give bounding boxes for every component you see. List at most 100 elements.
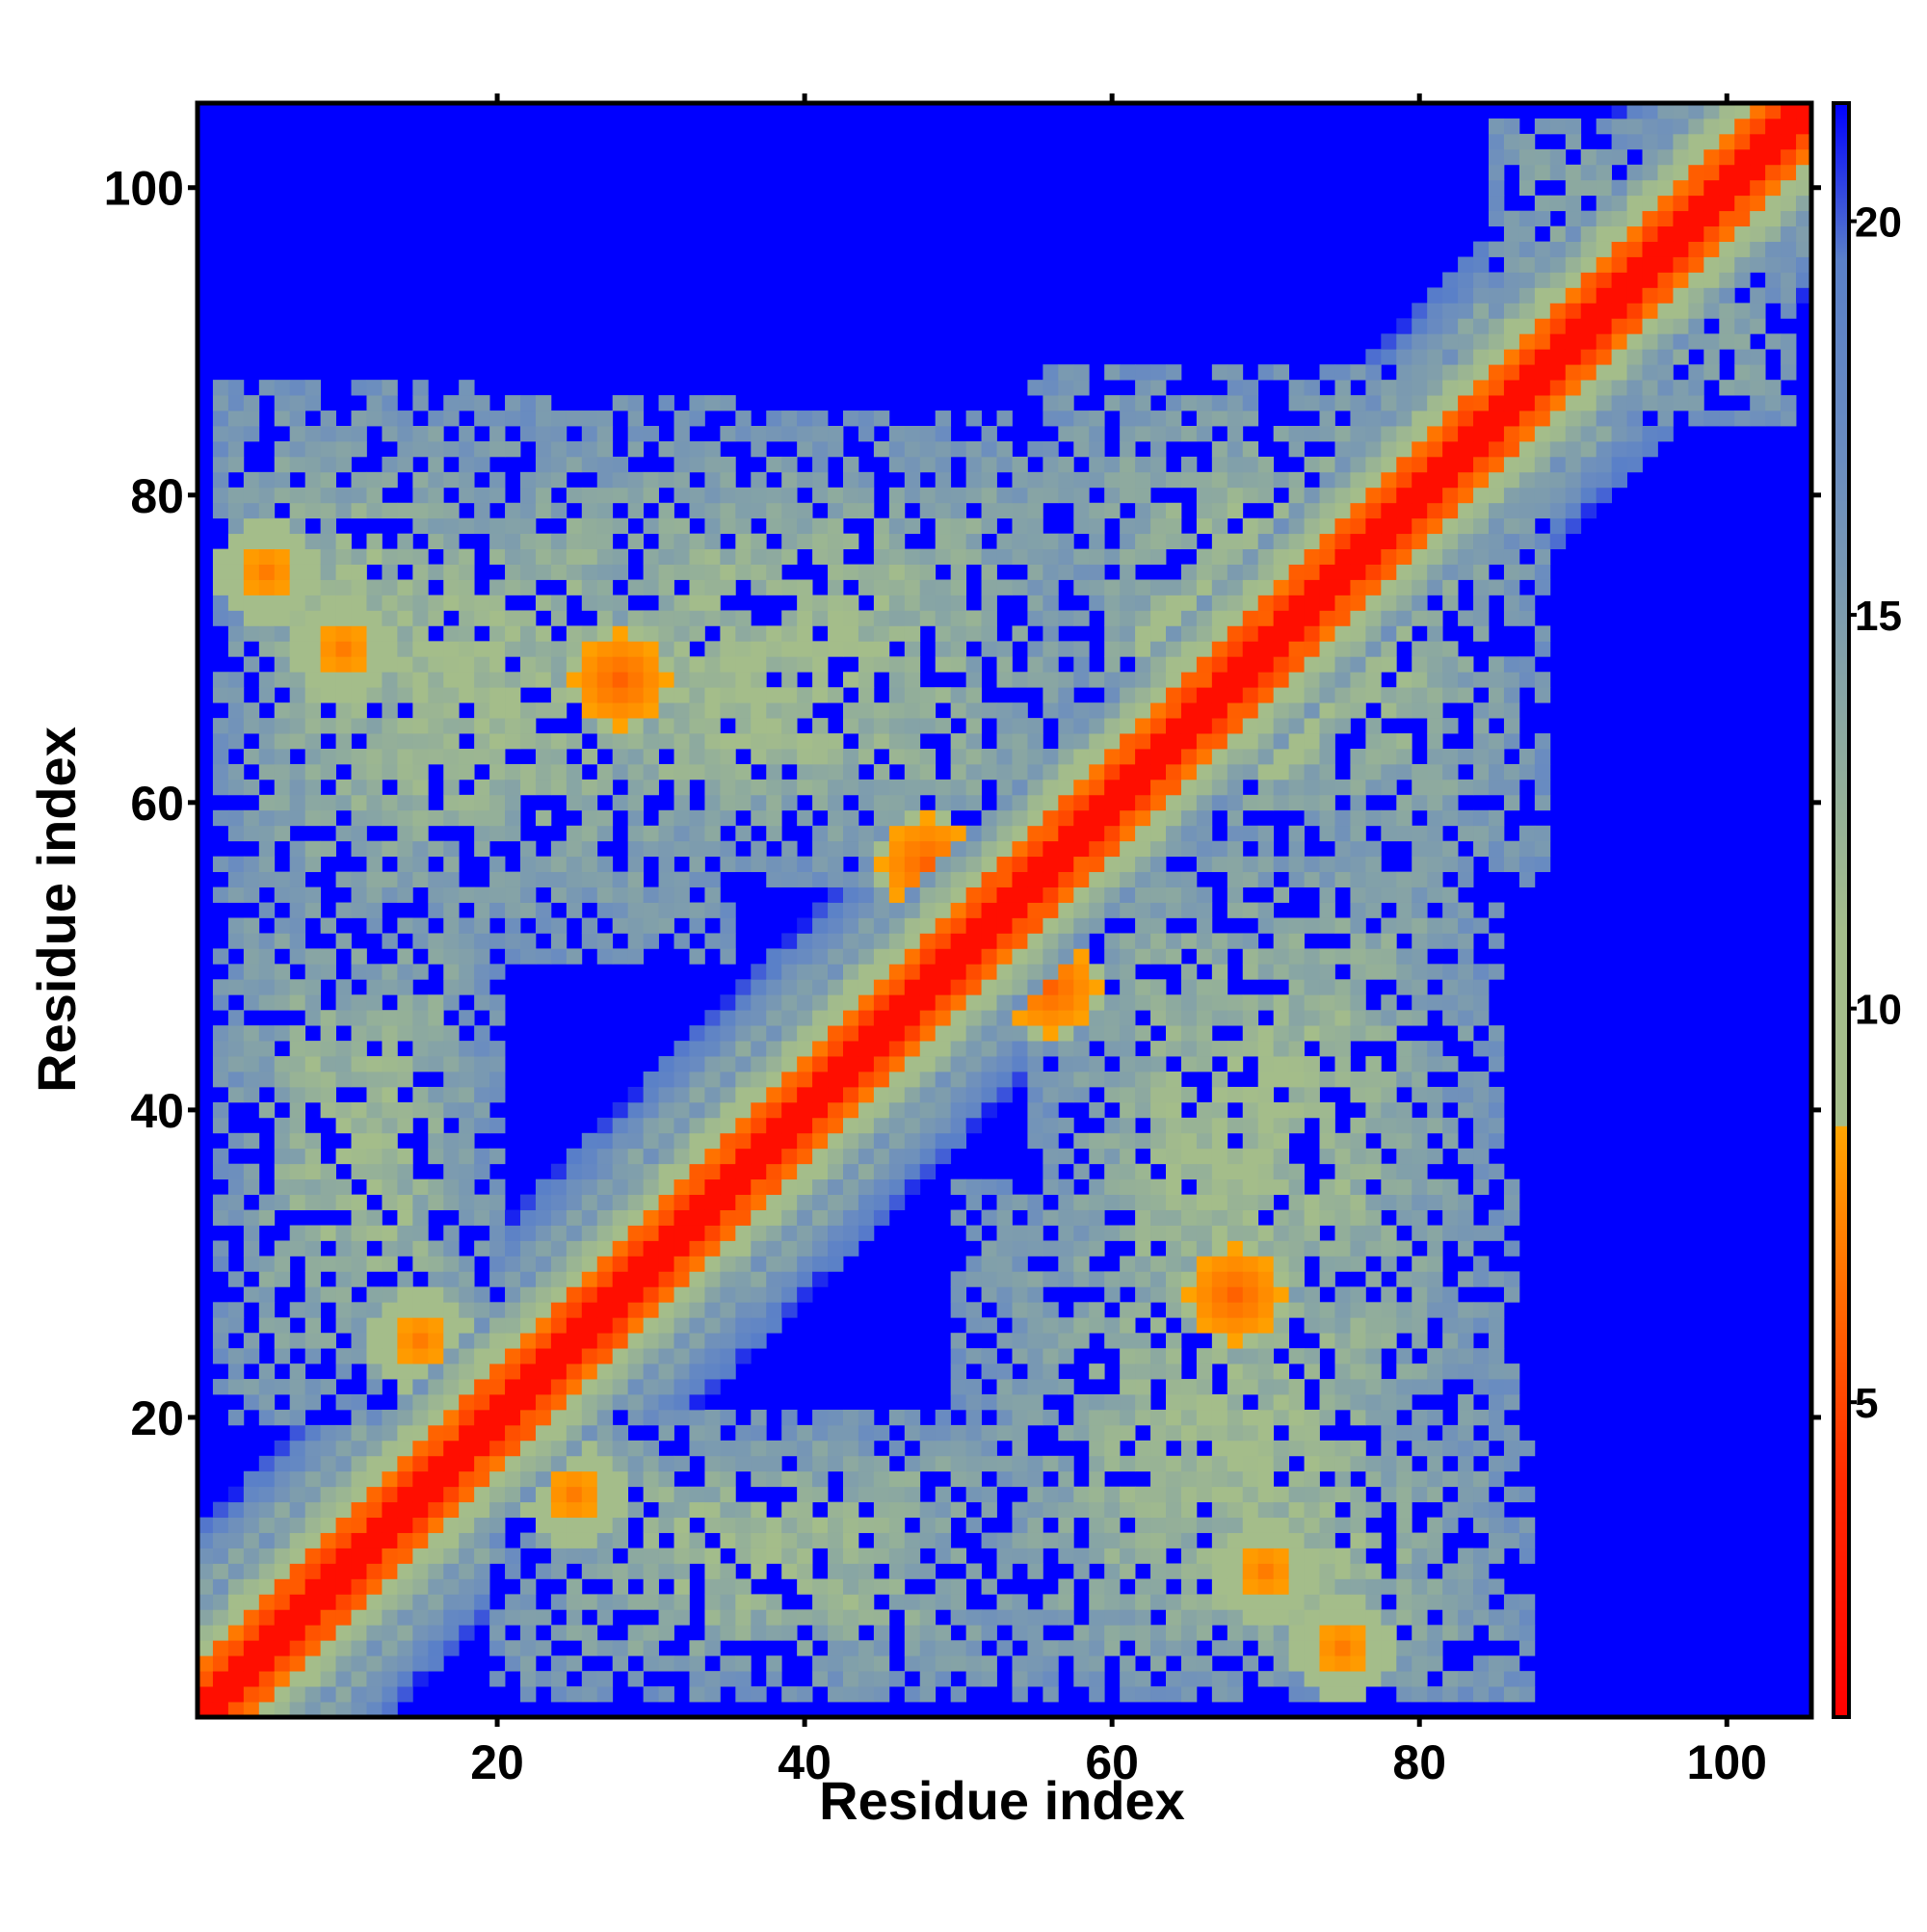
heatmap-cell [950,964,967,980]
heatmap-cell [673,1486,690,1503]
heatmap-cell [1350,1256,1366,1272]
heatmap-cell [520,395,537,411]
heatmap-cell [888,733,906,750]
heatmap-cell [996,994,1013,1011]
heatmap-cell [596,1440,614,1457]
heatmap-cell [1319,1117,1335,1134]
heatmap-cell [1196,1470,1213,1488]
heatmap-cell [1257,656,1275,673]
heatmap-cell [1319,1409,1335,1426]
heatmap-cell [1166,1178,1182,1196]
heatmap-cell [412,1101,429,1119]
heatmap-cell [1043,702,1059,719]
heatmap-cell [1150,1640,1167,1656]
heatmap-cell [412,1256,429,1272]
heatmap-cell [227,887,245,903]
heatmap-cell [1350,471,1366,489]
heatmap-cell [658,733,674,750]
heatmap-cell [351,1025,367,1042]
heatmap-cell [766,1178,782,1196]
heatmap-cell [520,1655,537,1672]
heatmap-cell [366,1101,383,1119]
heatmap-cell [274,702,291,719]
heatmap-cell [1334,1470,1351,1488]
heatmap-cell [720,933,736,949]
heatmap-cell [1196,548,1213,565]
heatmap-cell [1304,1609,1320,1626]
heatmap-cell [1350,564,1366,580]
heatmap-cell [1227,1225,1244,1241]
heatmap-cell [1043,840,1059,858]
heatmap-cell [950,840,967,858]
heatmap-cell [351,641,367,657]
heatmap-cell [1304,687,1320,703]
heatmap-cell [812,871,829,887]
heatmap-cell [258,1025,276,1042]
heatmap-cell [1257,825,1275,842]
heatmap-cell [1196,1194,1213,1210]
heatmap-cell [1120,517,1136,535]
heatmap-cell [397,1178,413,1196]
heatmap-cell [1135,1394,1151,1411]
heatmap-cell [735,1256,752,1272]
heatmap-cell [1104,856,1121,873]
heatmap-cell [658,1548,674,1564]
heatmap-cell [412,964,429,980]
heatmap-cell [797,517,813,535]
heatmap-cell [1120,1317,1136,1334]
heatmap-cell [766,1671,782,1687]
heatmap-cell [366,1363,383,1380]
heatmap-cell [673,595,690,611]
heatmap-cell [1304,595,1320,611]
heatmap-cell [366,887,383,903]
heatmap-cell [828,1194,844,1210]
heatmap-cell [1304,1209,1320,1226]
heatmap-cell [950,517,967,535]
heatmap-cell [227,1702,245,1718]
heatmap-cell [489,1194,506,1210]
heatmap-cell [704,641,721,657]
heatmap-cell [996,1409,1013,1426]
heatmap-cell [858,1548,875,1564]
heatmap-cell [766,579,782,595]
heatmap-cell [1288,426,1305,442]
heatmap-cell [1227,1348,1244,1364]
heatmap-cell [212,687,229,703]
heatmap-cell [935,410,952,427]
heatmap-cell [965,933,982,949]
heatmap-cell [1150,1178,1167,1196]
heatmap-cell [1334,1148,1351,1165]
heatmap-cell [258,902,276,918]
heatmap-cell [258,380,276,396]
heatmap-cell [1058,1072,1074,1088]
heatmap-cell [351,1548,367,1564]
heatmap-cell [965,964,982,980]
heatmap-cell [950,1594,967,1610]
heatmap-cell [1334,1363,1351,1380]
heatmap-cell [243,994,260,1011]
heatmap-cell [596,1225,614,1241]
heatmap-cell [227,825,245,842]
heatmap-cell [797,533,813,550]
heatmap-cell [996,548,1013,565]
heatmap-cell [520,1671,537,1687]
heatmap-cell [704,1056,721,1072]
heatmap-cell [258,487,276,504]
heatmap-cell [950,1379,967,1395]
heatmap-cell [797,1025,813,1042]
heatmap-cell [1227,702,1244,719]
heatmap-cell [1073,794,1090,811]
heatmap-cell [673,517,690,535]
heatmap-cell [335,825,352,842]
heatmap-cell [1058,763,1074,781]
heatmap-cell [412,1440,429,1457]
heatmap-cell [1196,1609,1213,1626]
heatmap-cell [828,595,844,611]
heatmap-cell [351,702,367,719]
heatmap-cell [1180,533,1198,550]
heatmap-cell [596,1548,614,1564]
heatmap-cell [351,440,367,458]
heatmap-cell [919,1424,937,1442]
heatmap-cell [1288,1409,1305,1426]
heatmap-cell [704,487,721,504]
